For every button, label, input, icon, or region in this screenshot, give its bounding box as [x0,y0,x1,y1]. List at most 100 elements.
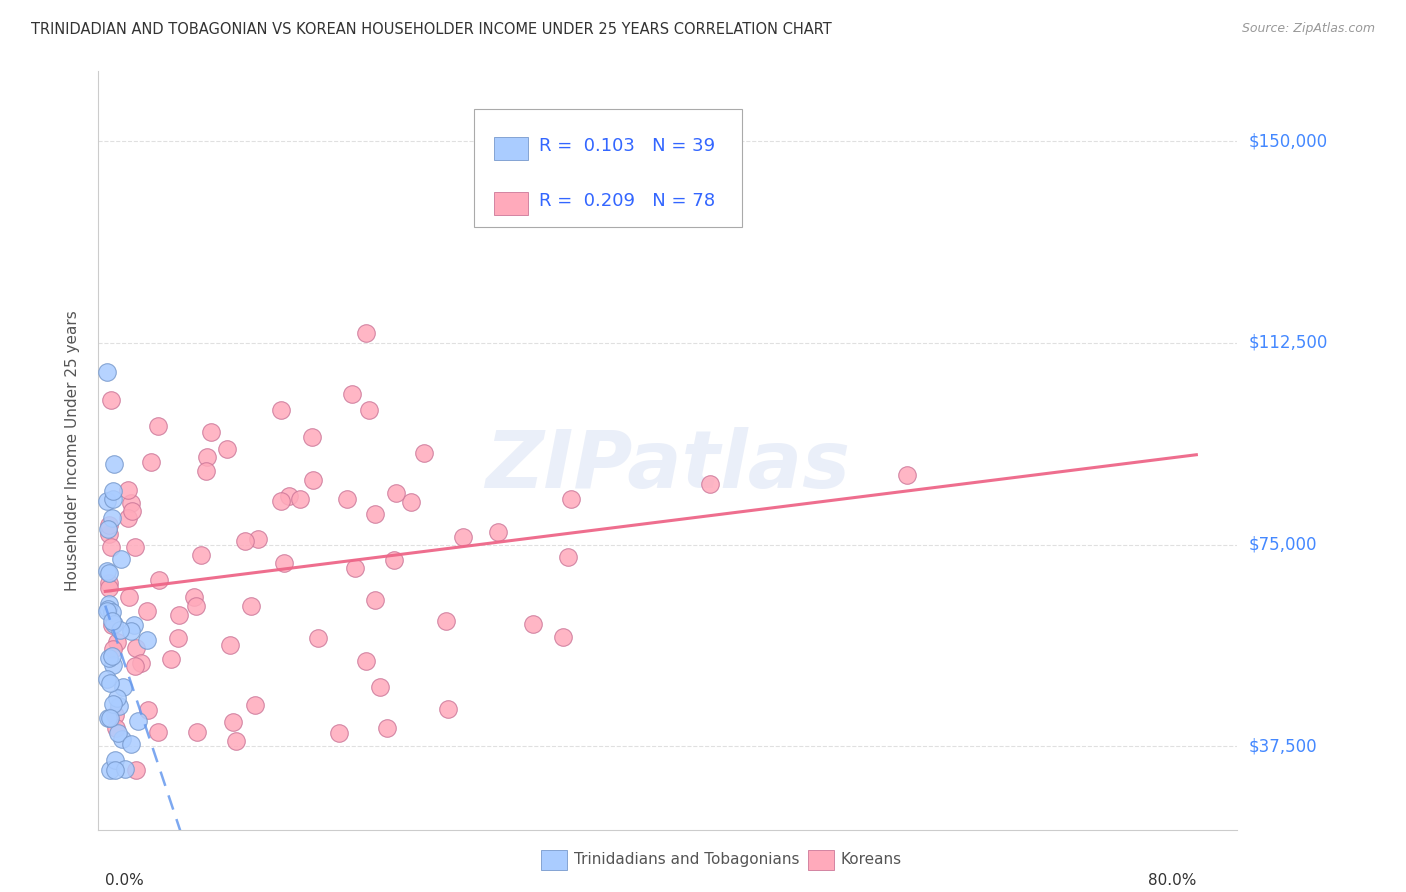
Point [98,581,121,595]
Point [273,556,295,570]
Point [354,654,377,668]
Point [148,573,170,587]
Point [120,496,142,510]
Point [97,601,120,615]
Point [436,614,458,628]
Point [101,618,124,632]
Point [225,733,247,747]
Point [101,606,124,620]
Text: Trinidadians and Tobagonians: Trinidadians and Tobagonians [574,853,799,867]
Point [98,676,121,690]
Point [200,425,222,439]
Text: ZIPatlas: ZIPatlas [485,426,851,505]
Point [111,732,134,747]
Text: R =  0.103   N = 39: R = 0.103 N = 39 [538,137,716,155]
Point [129,656,152,670]
Point [240,599,263,613]
Bar [494,136,527,160]
Point [382,553,405,567]
Point [107,725,129,739]
Point [160,652,183,666]
Point [96,672,118,686]
Point [127,714,149,728]
FancyBboxPatch shape [474,109,742,227]
Point [560,492,582,507]
Point [135,633,157,648]
Point [328,725,350,739]
Point [118,591,141,605]
Point [124,640,146,655]
Point [100,510,122,524]
Text: TRINIDADIAN AND TOBAGONIAN VS KOREAN HOUSEHOLDER INCOME UNDER 25 YEARS CORRELATI: TRINIDADIAN AND TOBAGONIAN VS KOREAN HOU… [31,22,832,37]
Point [183,590,205,604]
Text: 0.0%: 0.0% [105,872,143,888]
Point [385,486,408,500]
Point [270,403,292,417]
Point [553,630,575,644]
Point [96,564,118,578]
Point [194,464,217,478]
Text: Source: ZipAtlas.com: Source: ZipAtlas.com [1241,22,1375,36]
Point [136,703,159,717]
Point [186,599,208,613]
Point [103,764,125,778]
Point [364,592,387,607]
Text: $75,000: $75,000 [1249,535,1317,554]
Bar [494,192,527,215]
Point [105,635,128,649]
Point [110,552,132,566]
Point [896,468,918,483]
Point [97,597,120,611]
Point [124,618,146,632]
Point [302,474,325,488]
Point [146,725,169,739]
Point [340,387,363,401]
Point [98,576,121,591]
Point [270,494,292,508]
Point [120,624,142,639]
Text: 80.0%: 80.0% [1147,872,1197,888]
Point [101,492,124,507]
Point [437,702,460,716]
Y-axis label: Householder Income Under 25 years: Householder Income Under 25 years [65,310,80,591]
Point [375,721,398,735]
Point [105,690,128,705]
Point [96,605,118,619]
Point [117,483,139,497]
Point [98,566,121,580]
Point [135,604,157,618]
Point [357,403,380,417]
Point [101,614,124,628]
Point [98,711,121,725]
Point [522,617,544,632]
Point [98,527,121,541]
Text: $150,000: $150,000 [1249,132,1327,150]
Point [108,698,131,713]
Point [148,419,170,434]
Text: $37,500: $37,500 [1249,737,1317,756]
Point [121,737,143,751]
Point [354,326,377,341]
Point [167,608,190,623]
Point [103,616,125,631]
Point [195,450,218,464]
Point [124,764,146,778]
Point [97,522,120,536]
Point [103,457,125,471]
Point [218,638,240,652]
Point [111,680,134,694]
Point [139,455,162,469]
Point [124,658,146,673]
Point [186,724,208,739]
Point [101,657,124,672]
Point [110,623,132,637]
Point [247,532,270,546]
Point [114,762,136,776]
Point [215,442,238,457]
Point [100,393,122,408]
Point [301,430,323,444]
Point [278,490,301,504]
Point [486,524,509,539]
Point [105,721,128,735]
Point [243,698,266,713]
